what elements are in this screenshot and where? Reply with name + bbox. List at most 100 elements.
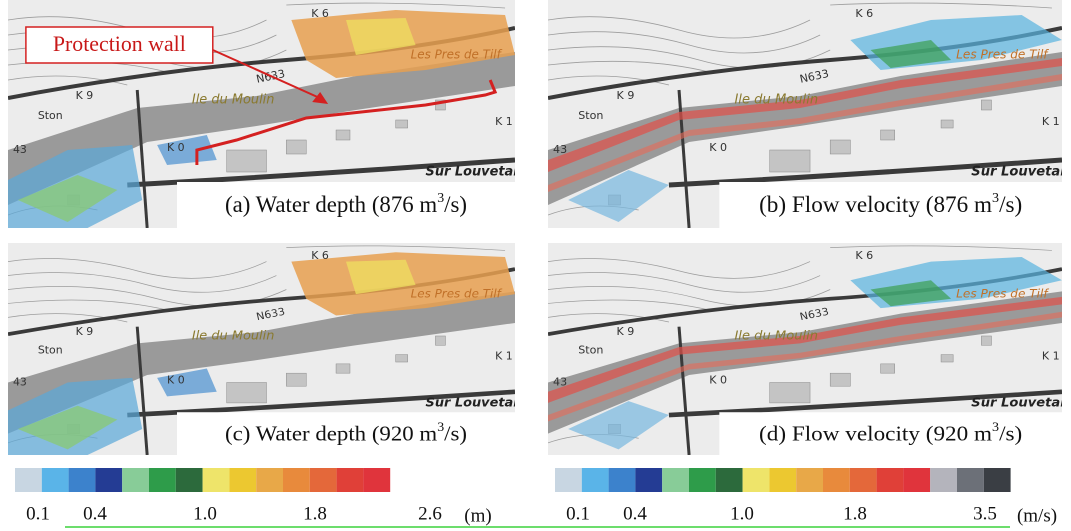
colorbar-swatch (310, 468, 337, 492)
map-label: K 0 (167, 141, 185, 154)
colorbar-unit: (m) (464, 505, 491, 526)
caption: (c) Water depth (920 m3/s) (225, 419, 467, 445)
colorbar-swatch (283, 468, 310, 492)
map-label: Ston (38, 109, 63, 122)
colorbar-swatch (337, 468, 364, 492)
map-label: 43 (553, 376, 567, 388)
colorbar-tick-label: 1.8 (303, 503, 327, 524)
map-label: 43 (553, 143, 567, 156)
colorbar-swatch (555, 468, 582, 492)
caption-text: (a) Water depth (876 m (225, 192, 437, 217)
caption: (a) Water depth (876 m3/s) (225, 191, 467, 217)
colorbar-swatch (903, 468, 930, 492)
map-label: Les Pres de Tilf (411, 47, 503, 61)
caption-tail: /s) (999, 421, 1022, 445)
figure-canvas: K 6N633Les Pres de TilfIle du MoulinK 9S… (0, 0, 1071, 531)
colorbar-tick-label: 1.8 (843, 503, 867, 524)
colorbar-swatch (662, 468, 689, 492)
map-label: K 6 (855, 249, 873, 261)
colorbar-tick-label: 1.0 (730, 503, 754, 524)
map-label: K 6 (311, 7, 329, 20)
caption-tail: /s) (999, 191, 1022, 217)
caption-text: (d) Flow velocity (920 m (759, 421, 992, 445)
colorbar-swatch (69, 468, 96, 492)
map-label: Ile du Moulin (734, 328, 818, 342)
colorbar-swatch (823, 468, 850, 492)
colorbar-swatch (149, 468, 176, 492)
colorbar-swatch (850, 468, 877, 492)
colorbar-swatch (877, 468, 904, 492)
colorbar-swatch (363, 468, 390, 492)
map-label: K 9 (76, 89, 94, 102)
colorbar-tick-label: 0.4 (83, 503, 107, 524)
colorbar-swatch (769, 468, 796, 492)
colorbar-tick-label: 0.1 (566, 503, 590, 524)
caption-text: (c) Water depth (920 m (225, 421, 437, 445)
map-label: Les Pres de Tilf (956, 287, 1049, 300)
map-label: Sur Louvetai (426, 164, 519, 179)
colorbar-swatch (122, 468, 149, 492)
caption-tail: /s) (444, 421, 467, 445)
colorbar-swatch (203, 468, 230, 492)
map-label: K 0 (709, 374, 727, 386)
map-label: K 1 (495, 115, 513, 128)
map-label: 43 (13, 143, 27, 156)
colorbar-swatch (635, 468, 662, 492)
colorbar-tick-label: 0.1 (26, 503, 50, 524)
map-label: K 6 (855, 7, 873, 20)
caption-superscript: 3 (992, 190, 999, 206)
caption-text: (b) Flow velocity (876 m (759, 191, 992, 217)
caption: (b) Flow velocity (876 m3/s) (759, 190, 1022, 217)
map-label: Sur Louvetai (426, 395, 519, 409)
map-label: Sur Louvetai (971, 165, 1065, 180)
map-label: Ile du Moulin (734, 93, 818, 108)
colorbar-tick-label: 2.6 (418, 503, 442, 524)
map-label: K 0 (167, 375, 185, 387)
colorbar-swatch (229, 468, 256, 492)
map-label: Ston (38, 345, 63, 357)
colorbar-swatch (689, 468, 716, 492)
colorbar-tick-label: 3.5 (973, 503, 997, 524)
map-label: K 9 (617, 89, 635, 102)
colorbar-swatch (95, 468, 122, 492)
map-label: Les Pres de Tilf (411, 287, 503, 301)
map-label: K 9 (76, 326, 94, 338)
colorbar-swatch (796, 468, 823, 492)
colorbar-tick-label: 0.4 (623, 503, 647, 524)
map-label: K 1 (1042, 115, 1060, 128)
colorbar-unit: (m/s) (1017, 505, 1057, 526)
colorbar-swatch (15, 468, 42, 492)
map-label: Ile du Moulin (192, 328, 275, 342)
map-label: 43 (13, 377, 27, 389)
colorbar-tick-label: 1.0 (193, 503, 217, 524)
colorbar-swatch (582, 468, 609, 492)
map-label: K 6 (311, 250, 329, 262)
map-label: Ile du Moulin (192, 92, 275, 107)
colorbar-swatch (716, 468, 743, 492)
colorbar-swatch (957, 468, 984, 492)
colorbar-swatch (743, 468, 770, 492)
map-label: K 0 (709, 141, 727, 154)
caption-tail: /s) (444, 192, 467, 217)
map-label: K 1 (1042, 350, 1060, 362)
map-label: Sur Louvetai (971, 395, 1065, 409)
annotation-text: Protection wall (53, 31, 186, 56)
map-label: Les Pres de Tilf (956, 48, 1049, 62)
caption-superscript: 3 (437, 191, 444, 206)
colorbar-swatch (176, 468, 203, 492)
map-label: Ston (578, 344, 603, 356)
colorbar-swatch (984, 468, 1011, 492)
map-label: K 9 (617, 326, 635, 338)
colorbar-swatch (609, 468, 636, 492)
colorbar-swatch (930, 468, 957, 492)
colorbar-swatch (42, 468, 69, 492)
colorbar-swatch (256, 468, 283, 492)
map-label: K 1 (495, 351, 513, 363)
caption: (d) Flow velocity (920 m3/s) (759, 420, 1022, 446)
map-label: Ston (578, 109, 603, 122)
figure: K 6N633Les Pres de TilfIle du MoulinK 9S… (0, 0, 1071, 531)
